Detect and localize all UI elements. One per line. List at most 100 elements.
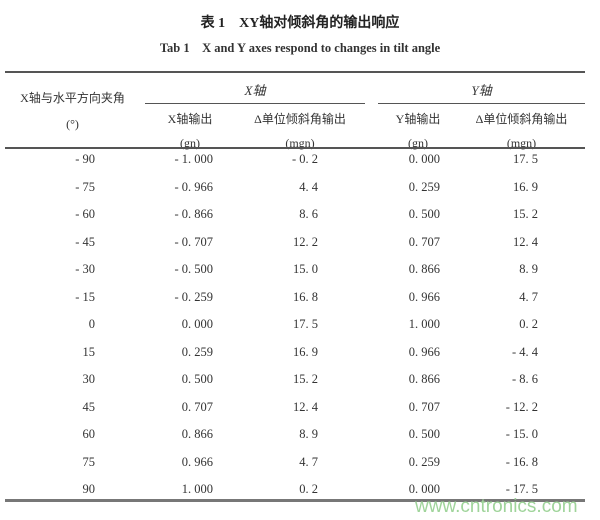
table-cell: 0. 000 — [408, 482, 440, 496]
table-row: - 15 - 0. 259 16. 8 0. 966 4. 7 — [0, 290, 600, 310]
table-cell: 60 — [82, 427, 96, 441]
table-cell: 0. 2 — [519, 317, 538, 331]
table-cell: - 16. 8 — [505, 454, 538, 469]
table-cell: 0. 259 — [181, 344, 213, 359]
table-cell: - 90 — [75, 152, 95, 166]
table-cell: 8. 6 — [299, 207, 318, 221]
table-cell: 0. 866 — [408, 262, 440, 276]
table-cell: - 45 — [75, 234, 95, 249]
table-cell: 75 — [82, 454, 96, 469]
table-cell: - 1. 000 — [174, 152, 213, 166]
y-output-header: Y轴输出 (gn) — [378, 112, 458, 150]
table-cell: - 15 — [75, 289, 95, 304]
x-delta-header: Δ单位倾斜角输出 (mgn) — [235, 112, 365, 150]
angle-label: X轴与水平方向夹角 — [20, 91, 125, 105]
table-cell: 17. 5 — [513, 152, 538, 166]
angle-unit: (°) — [66, 117, 79, 131]
table-cell: - 17. 5 — [505, 482, 538, 496]
x-output-header: X轴输出 (gn) — [145, 112, 235, 150]
header-rule — [5, 147, 585, 149]
table-cell: 0. 707 — [408, 399, 440, 414]
table-cell: 12. 2 — [293, 234, 318, 249]
table-subtitle: Tab 1 X and Y axes respond to changes in… — [159, 41, 441, 55]
table-cell: 90 — [82, 482, 96, 496]
table-cell: 12. 4 — [513, 234, 538, 249]
y-output-label: Y轴输出 — [395, 112, 441, 126]
bottom-rule — [5, 499, 585, 502]
y-group-rule — [378, 103, 585, 104]
x-output-label: X轴输出 — [167, 112, 213, 126]
table-cell: 0 — [88, 317, 95, 331]
table-cell: 0. 000 — [181, 317, 213, 331]
table-cell: 4. 7 — [299, 454, 318, 469]
table-cell: 0. 000 — [408, 152, 440, 166]
table-row: 45 0. 707 12. 4 0. 707 - 12. 2 — [0, 400, 600, 420]
table-cell: - 60 — [75, 207, 95, 221]
table-cell: 0. 500 — [181, 372, 213, 386]
table-cell: 15 — [82, 344, 96, 359]
table-cell: - 8. 6 — [511, 372, 538, 386]
x-delta-unit: (mgn) — [285, 136, 315, 150]
table-cell: 0. 500 — [408, 207, 440, 221]
table-cell: 0. 707 — [181, 399, 213, 414]
table-cell: 0. 966 — [408, 344, 440, 359]
table-cell: 15. 2 — [293, 372, 318, 386]
y-group-header: Y轴 — [471, 83, 492, 98]
table-cell: - 0. 707 — [174, 234, 213, 249]
table-row: 75 0. 966 4. 7 0. 259 - 16. 8 — [0, 455, 600, 475]
table-cell: 16. 9 — [293, 344, 318, 359]
table-cell: 4. 4 — [299, 179, 318, 194]
table-cell: 15. 0 — [293, 262, 318, 276]
x-group-rule — [145, 103, 365, 104]
x-output-unit: (gn) — [180, 136, 200, 150]
table-cell: 1. 000 — [181, 482, 213, 496]
table-cell: 17. 5 — [293, 317, 318, 331]
table-cell: - 30 — [75, 262, 95, 276]
table-cell: 16. 9 — [513, 179, 538, 194]
y-delta-label: Δ单位倾斜角输出 — [475, 112, 568, 126]
table-cell: - 15. 0 — [505, 427, 538, 441]
table-cell: - 0. 500 — [174, 262, 213, 276]
table-cell: 4. 7 — [519, 289, 538, 304]
table-row: - 90 - 1. 000 - 0. 2 0. 000 17. 5 — [0, 152, 600, 172]
table-row: 30 0. 500 15. 2 0. 866 - 8. 6 — [0, 372, 600, 392]
angle-header: X轴与水平方向夹角 (°) — [5, 91, 140, 131]
table-cell: 30 — [82, 372, 96, 386]
table-row: - 30 - 0. 500 15. 0 0. 866 8. 9 — [0, 262, 600, 282]
table-cell: 8. 9 — [519, 262, 538, 276]
table-cell: 0. 259 — [408, 454, 440, 469]
table-cell: 0. 966 — [181, 454, 213, 469]
table-cell: 0. 707 — [408, 234, 440, 249]
table-cell: - 12. 2 — [505, 399, 538, 414]
table-cell: - 0. 866 — [174, 207, 213, 221]
table-cell: 0. 259 — [408, 179, 440, 194]
x-delta-label: Δ单位倾斜角输出 — [254, 112, 346, 126]
table-cell: - 0. 259 — [174, 289, 213, 304]
table-cell: 0. 966 — [408, 289, 440, 304]
table-cell: - 4. 4 — [511, 344, 538, 359]
table-row: 0 0. 000 17. 5 1. 000 0. 2 — [0, 317, 600, 337]
y-delta-unit: (mgn) — [506, 136, 537, 150]
table-cell: 12. 4 — [293, 399, 318, 414]
table-row: 60 0. 866 8. 9 0. 500 - 15. 0 — [0, 427, 600, 447]
table-cell: - 0. 2 — [291, 152, 318, 166]
table-cell: 0. 500 — [408, 427, 440, 441]
table-cell: 45 — [82, 399, 96, 414]
table-cell: 0. 866 — [408, 372, 440, 386]
table-row: 15 0. 259 16. 9 0. 966 - 4. 4 — [0, 345, 600, 365]
table-cell: 1. 000 — [408, 317, 440, 331]
y-delta-header: Δ单位倾斜角输出 (mgn) — [458, 112, 585, 150]
table-cell: 16. 8 — [293, 289, 318, 304]
table-cell: - 75 — [75, 179, 95, 194]
table-row: - 45 - 0. 707 12. 2 0. 707 12. 4 — [0, 235, 600, 255]
table-row: - 75 - 0. 966 4. 4 0. 259 16. 9 — [0, 180, 600, 200]
table-cell: 0. 866 — [181, 427, 213, 441]
table-cell: 15. 2 — [513, 207, 538, 221]
top-rule — [5, 71, 585, 73]
table-cell: 0. 2 — [299, 482, 318, 496]
table-cell: - 0. 966 — [174, 179, 213, 194]
x-group-header: X轴 — [244, 83, 266, 98]
table-cell: 8. 9 — [299, 427, 318, 441]
table-title: 表 1 XY轴对倾斜角的输出响应 — [200, 16, 400, 31]
table-row: - 60 - 0. 866 8. 6 0. 500 15. 2 — [0, 207, 600, 227]
